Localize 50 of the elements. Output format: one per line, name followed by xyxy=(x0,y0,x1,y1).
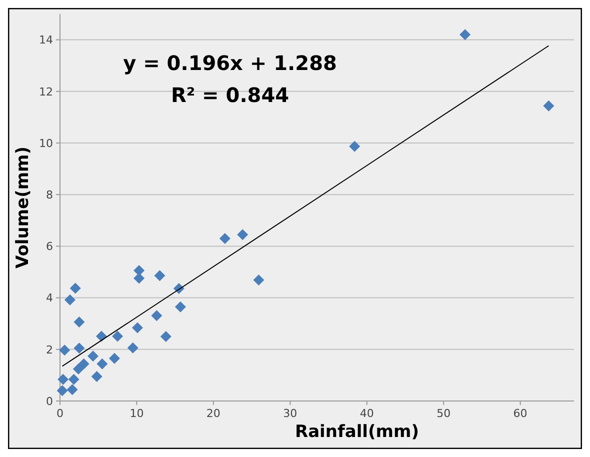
x-tick-label: 10 xyxy=(130,407,144,420)
point xyxy=(219,232,230,244)
point xyxy=(134,264,145,276)
point xyxy=(74,342,85,354)
point xyxy=(160,331,172,342)
y-tick-label: 6 xyxy=(46,240,53,254)
point xyxy=(78,358,90,370)
point xyxy=(460,29,471,40)
point xyxy=(174,301,186,312)
point xyxy=(112,330,124,342)
x-tick-label: 50 xyxy=(436,407,451,420)
point xyxy=(58,374,69,385)
point xyxy=(132,322,143,334)
y-tick-label: 10 xyxy=(39,136,53,150)
point xyxy=(70,282,81,294)
point xyxy=(66,384,78,396)
point xyxy=(96,358,108,370)
y-tick-label: 14 xyxy=(39,34,53,47)
point xyxy=(253,274,264,286)
point xyxy=(72,364,84,375)
point xyxy=(543,100,554,112)
point xyxy=(91,370,102,382)
y-tick-label: 0 xyxy=(46,394,53,408)
point xyxy=(237,229,248,240)
point xyxy=(96,330,107,342)
y-tick-label: 12 xyxy=(39,85,53,98)
y-tick-label: 2 xyxy=(46,343,53,356)
point xyxy=(74,316,85,328)
x-tick-label: 60 xyxy=(513,407,528,420)
point xyxy=(108,352,120,364)
point xyxy=(59,344,70,356)
point xyxy=(134,272,145,284)
point xyxy=(151,310,162,322)
annotation: R² = 0.844 xyxy=(170,83,290,107)
point xyxy=(127,342,138,354)
point xyxy=(349,140,360,152)
point xyxy=(87,350,98,362)
point xyxy=(64,294,76,306)
y-tick-label: 4 xyxy=(46,292,53,305)
point xyxy=(68,374,80,385)
y-axis-title: Volume(mm) xyxy=(13,146,33,269)
point xyxy=(56,385,68,396)
y-tick-label: 8 xyxy=(46,188,53,202)
x-axis-title: Rainfall(mm) xyxy=(295,422,419,442)
annotation: y = 0.196x + 1.288 xyxy=(123,51,337,75)
x-tick-label: 30 xyxy=(283,407,298,420)
x-tick-label: 20 xyxy=(206,407,220,420)
x-tick-label: 0 xyxy=(56,407,64,420)
x-tick-label: 40 xyxy=(360,407,374,420)
point xyxy=(154,270,166,282)
